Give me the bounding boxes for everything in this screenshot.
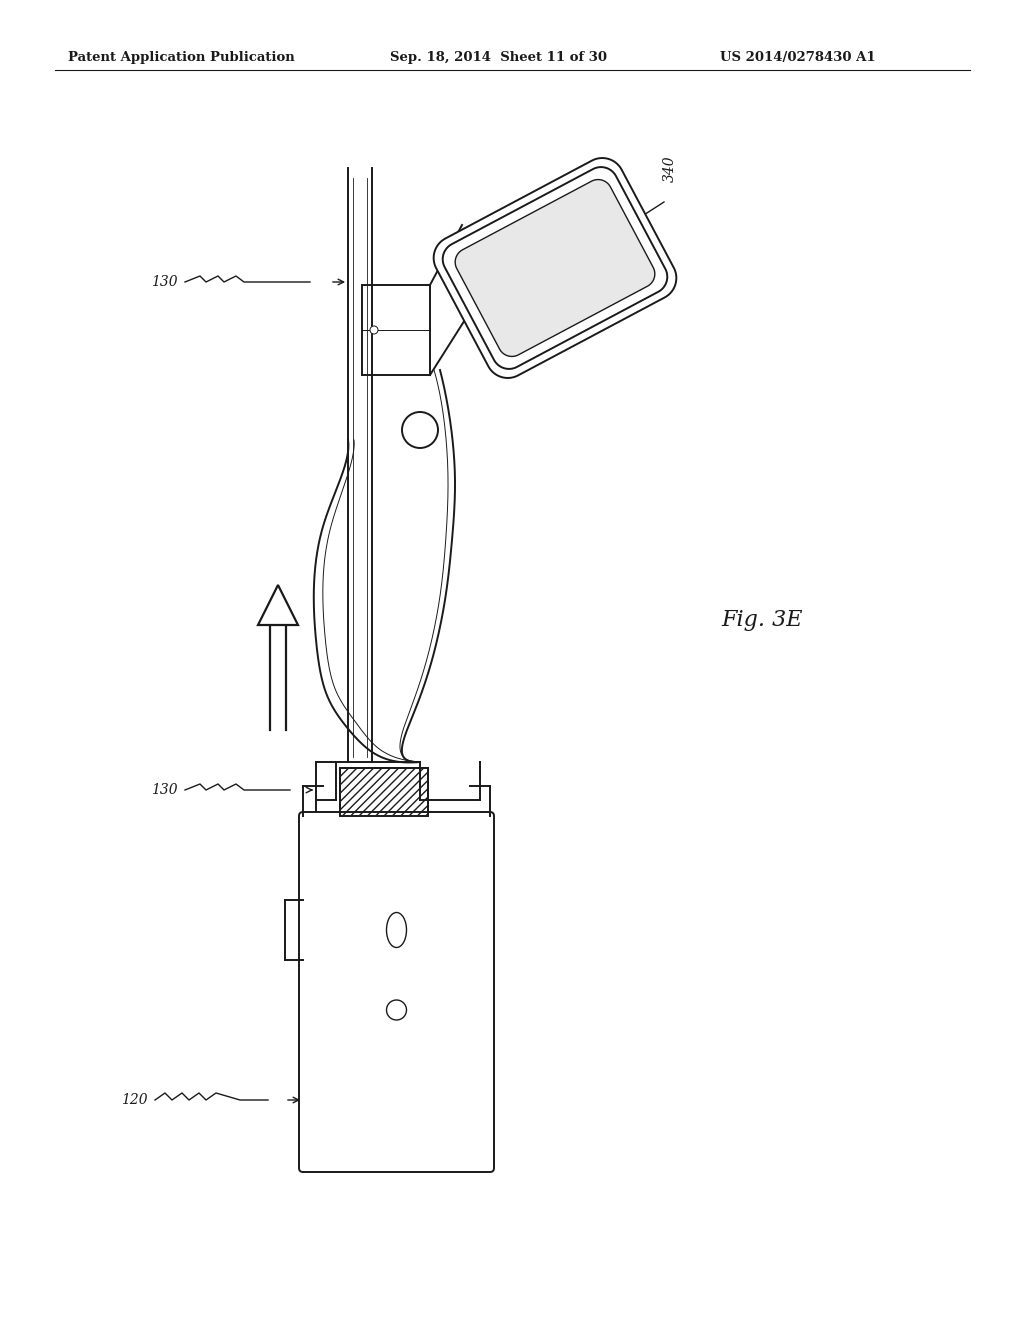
Text: 340: 340 — [663, 156, 677, 182]
Text: 130: 130 — [152, 783, 178, 797]
Text: US 2014/0278430 A1: US 2014/0278430 A1 — [720, 50, 876, 63]
Circle shape — [386, 1001, 407, 1020]
Polygon shape — [442, 168, 668, 368]
Bar — [340, 768, 428, 816]
Text: Patent Application Publication: Patent Application Publication — [68, 50, 295, 63]
Bar — [341, 770, 427, 814]
Text: Sep. 18, 2014  Sheet 11 of 30: Sep. 18, 2014 Sheet 11 of 30 — [390, 50, 607, 63]
Text: 120: 120 — [122, 1093, 148, 1107]
Circle shape — [370, 326, 378, 334]
Polygon shape — [258, 585, 298, 624]
Text: Fig. 3E: Fig. 3E — [721, 609, 803, 631]
Polygon shape — [456, 180, 654, 356]
Ellipse shape — [386, 912, 407, 948]
Polygon shape — [433, 158, 676, 378]
Circle shape — [402, 412, 438, 447]
Text: 130: 130 — [152, 275, 178, 289]
FancyBboxPatch shape — [299, 812, 494, 1172]
